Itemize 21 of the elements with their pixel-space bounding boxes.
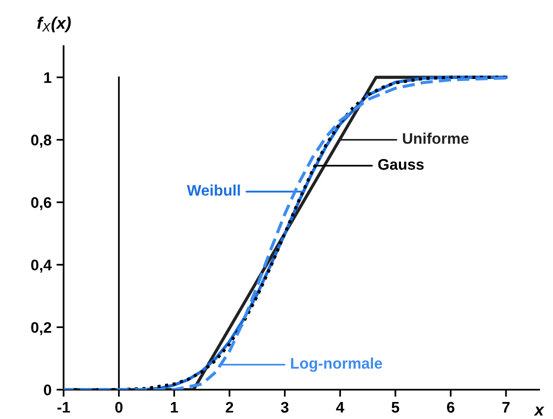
x-tick-label: 3 [280,402,288,413]
y-tick-label: 0,6 [31,197,52,210]
y-tick-label: 0 [44,384,52,396]
x-tick-label: 2 [226,402,234,413]
x-axis-title: x [534,406,544,416]
y-tick-label: 0,2 [31,322,52,336]
x-tick-label: 6 [447,402,454,413]
y-tick-label: 1 [44,72,52,83]
x-tick-label: 1 [170,402,178,413]
legend-label: Uniforme [402,132,469,144]
x-tick-label: 4 [336,402,344,413]
y-axis-title: f$_{X}$(x) [37,16,71,32]
x-tick-label: -1 [57,402,70,413]
legend-label: Gauss [378,159,424,170]
x-tick-label: 7 [502,402,510,413]
legend-label: Log-normale [291,358,382,372]
text: Weibull [186,184,240,196]
x-tick-label: 5 [392,402,400,413]
y-tick-label: 0,4 [31,260,52,273]
y-tick-label: 0,8 [31,134,52,148]
x-tick-label: 0 [115,402,123,413]
